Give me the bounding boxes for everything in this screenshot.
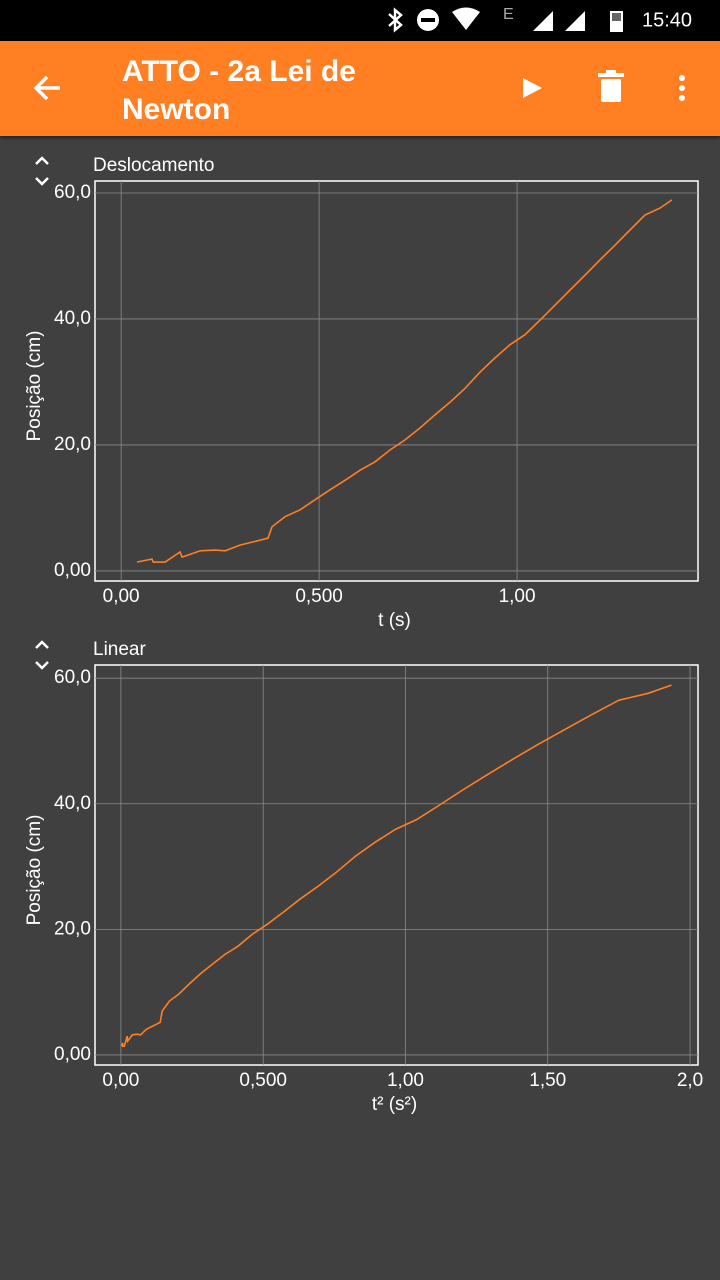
chart-title: Linear [93, 639, 146, 660]
y-axis-label: Posição (cm) [24, 815, 45, 926]
data-line [136, 199, 673, 563]
app-bar-icons [33, 70, 685, 102]
x-tick-label: 2,0 [677, 1070, 703, 1091]
signal-icon [533, 11, 553, 31]
x-tick-label: 1,00 [499, 586, 536, 607]
plot-frame [94, 180, 699, 582]
signal-icon [565, 11, 585, 31]
more-button[interactable] [679, 75, 685, 101]
status-bar: E 15:40 [0, 0, 720, 41]
expand-icon[interactable] [35, 156, 49, 186]
chart-title: Deslocamento [93, 155, 214, 176]
status-icons: E 15:40 [388, 6, 692, 33]
y-tick-label: 20,0 [54, 918, 91, 939]
network-type: E [503, 6, 514, 23]
x-tick-label: 1,50 [529, 1070, 566, 1091]
battery-empty [612, 13, 621, 21]
x-tick-label: 1,00 [387, 1070, 424, 1091]
y-tick-label: 0,00 [54, 1044, 91, 1065]
app-title: ATTO - 2a Lei de Newton [122, 55, 356, 126]
app-bar: ATTO - 2a Lei de Newton [0, 41, 720, 136]
y-tick-label: 60,0 [54, 667, 91, 688]
x-tick-label: 0,00 [102, 1070, 139, 1091]
back-button[interactable] [33, 75, 60, 101]
expand-icon[interactable] [35, 640, 49, 670]
dnd-bar [421, 18, 435, 22]
delete-button[interactable] [598, 70, 624, 102]
play-button[interactable] [523, 78, 542, 98]
x-tick-label: 0,500 [239, 1070, 287, 1091]
x-axis-label: t (s) [378, 610, 411, 631]
y-tick-label: 40,0 [54, 793, 91, 814]
y-tick-label: 0,00 [54, 560, 91, 581]
y-tick-label: 20,0 [54, 434, 91, 455]
y-tick-label: 40,0 [54, 308, 91, 329]
x-axis-label: t² (s²) [372, 1094, 417, 1115]
x-tick-label: 0,00 [103, 586, 140, 607]
data-line [120, 684, 672, 1047]
y-tick-label: 60,0 [54, 182, 91, 203]
clock: 15:40 [642, 9, 692, 31]
plot-frame [94, 664, 699, 1066]
wifi-icon [452, 7, 480, 30]
y-axis-label: Posição (cm) [24, 331, 45, 442]
bluetooth-icon [388, 7, 403, 33]
x-tick-label: 0,500 [295, 586, 343, 607]
